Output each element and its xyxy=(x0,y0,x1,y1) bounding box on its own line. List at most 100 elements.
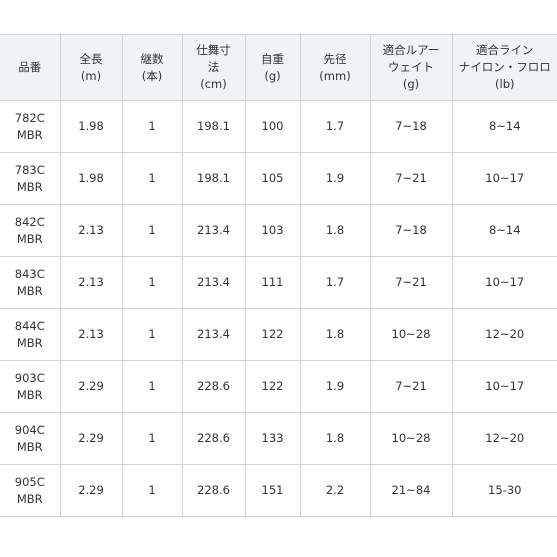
cell-model: 782C MBR xyxy=(0,100,61,153)
header-text-line: (mm) xyxy=(319,68,351,83)
cell-lure-weight: 21~84 xyxy=(369,464,453,517)
header-text-line: (m) xyxy=(80,68,102,83)
cell-closed-length: 228.6 xyxy=(181,360,246,413)
table-row: 782C MBR 1.98 1 198.1 100 1.7 7~18 8~14 xyxy=(0,100,557,153)
cell-length: 2.13 xyxy=(59,204,123,257)
cell-lure-weight: 10~28 xyxy=(369,412,453,465)
cell-closed-length: 228.6 xyxy=(181,464,246,517)
table-row: 904C MBR 2.29 1 228.6 133 1.8 10~28 12~20 xyxy=(0,412,557,465)
cell-length: 1.98 xyxy=(59,100,123,153)
cell-weight: 105 xyxy=(244,152,301,205)
cell-line-rating: 10~17 xyxy=(451,256,557,309)
cell-sections: 1 xyxy=(121,100,183,153)
cell-sections: 1 xyxy=(121,464,183,517)
header-text-line: 仕舞寸 xyxy=(196,43,231,57)
spec-table: 品番 全長 (m) 継数 (本) 仕舞寸法 (cm) 自重 (g) 先径 (mm) 適合ル… xyxy=(0,34,557,517)
model-text-line: MBR xyxy=(16,335,43,350)
header-weight: 自重 (g) xyxy=(244,34,301,101)
model-text-line: 843C xyxy=(14,266,45,281)
table-row: 844C MBR 2.13 1 213.4 122 1.8 10~28 12~20 xyxy=(0,308,557,361)
model-text-line: MBR xyxy=(16,491,43,506)
header-text-line: 法 xyxy=(207,60,220,74)
cell-weight: 133 xyxy=(244,412,301,465)
cell-closed-length: 228.6 xyxy=(181,412,246,465)
cell-tip-diameter: 1.9 xyxy=(299,152,371,205)
header-text-line: 自重 xyxy=(261,51,284,66)
model-text-line: 783C xyxy=(14,162,45,177)
model-text-line: 842C xyxy=(14,214,45,229)
cell-model: 903C MBR xyxy=(0,360,61,413)
cell-closed-length: 213.4 xyxy=(181,204,246,257)
cell-tip-diameter: 1.8 xyxy=(299,412,371,465)
cell-lure-weight: 7~18 xyxy=(369,100,453,153)
cell-sections: 1 xyxy=(121,204,183,257)
cell-model: 842C MBR xyxy=(0,204,61,257)
cell-model: 843C MBR xyxy=(0,256,61,309)
cell-closed-length: 213.4 xyxy=(181,256,246,309)
cell-closed-length: 213.4 xyxy=(181,308,246,361)
cell-tip-diameter: 1.8 xyxy=(299,204,371,257)
header-text-line: (lb) xyxy=(495,77,515,91)
cell-line-rating: 8~14 xyxy=(451,204,557,257)
model-text-line: MBR xyxy=(16,283,43,298)
cell-sections: 1 xyxy=(121,360,183,413)
cell-length: 2.13 xyxy=(59,256,123,309)
cell-model: 844C MBR xyxy=(0,308,61,361)
cell-line-rating: 12~20 xyxy=(451,412,557,465)
table-row: 783C MBR 1.98 1 198.1 105 1.9 7~21 10~17 xyxy=(0,152,557,205)
header-text-line: (cm) xyxy=(200,77,227,91)
cell-lure-weight: 7~21 xyxy=(369,152,453,205)
header-model: 品番 xyxy=(0,34,61,101)
table-row: 905C MBR 2.29 1 228.6 151 2.2 21~84 15-30 xyxy=(0,464,557,517)
header-text-line: (g) xyxy=(264,68,281,83)
header-lure-weight: 適合ルアー ウェイト (g) xyxy=(369,34,453,101)
cell-line-rating: 12~20 xyxy=(451,308,557,361)
cell-closed-length: 198.1 xyxy=(181,100,246,153)
header-text-line: (g) xyxy=(402,77,420,91)
cell-length: 2.29 xyxy=(59,464,123,517)
cell-weight: 100 xyxy=(244,100,301,153)
cell-line-rating: 10~17 xyxy=(451,152,557,205)
cell-sections: 1 xyxy=(121,256,183,309)
cell-length: 2.13 xyxy=(59,308,123,361)
header-closed-length: 仕舞寸法 (cm) xyxy=(181,34,246,101)
header-text-line: (本) xyxy=(141,68,163,83)
table-row: 843C MBR 2.13 1 213.4 111 1.7 7~21 10~17 xyxy=(0,256,557,309)
model-text-line: MBR xyxy=(16,387,43,402)
model-text-line: MBR xyxy=(16,127,43,142)
model-text-line: MBR xyxy=(16,439,43,454)
header-text-line: 継数 xyxy=(140,51,164,66)
cell-length: 2.29 xyxy=(59,412,123,465)
header-line: 適合ラインナイロン・フロロ (lb) xyxy=(451,34,557,101)
header-sections: 継数 (本) xyxy=(121,34,183,101)
model-text-line: 904C xyxy=(14,422,45,437)
header-text-line: 先径 xyxy=(323,51,347,66)
cell-line-rating: 10~17 xyxy=(451,360,557,413)
cell-line-rating: 8~14 xyxy=(451,100,557,153)
cell-lure-weight: 7~18 xyxy=(369,204,453,257)
cell-model: 905C MBR xyxy=(0,464,61,517)
header-text-line: 全長 xyxy=(79,51,103,66)
model-text-line: 844C xyxy=(14,318,45,333)
table-row: 903C MBR 2.29 1 228.6 122 1.9 7~21 10~17 xyxy=(0,360,557,413)
cell-weight: 122 xyxy=(244,308,301,361)
cell-lure-weight: 10~28 xyxy=(369,308,453,361)
cell-lure-weight: 7~21 xyxy=(369,256,453,309)
model-text-line: 903C xyxy=(14,370,45,385)
header-row: 品番 全長 (m) 継数 (本) 仕舞寸法 (cm) 自重 (g) 先径 (mm) 適合ル… xyxy=(0,34,557,101)
cell-weight: 151 xyxy=(244,464,301,517)
cell-lure-weight: 7~21 xyxy=(369,360,453,413)
header-text-line: 適合ライン xyxy=(476,43,534,57)
model-text-line: 905C xyxy=(14,474,45,489)
header-length: 全長 (m) xyxy=(59,34,123,101)
cell-weight: 111 xyxy=(244,256,301,309)
cell-tip-diameter: 1.7 xyxy=(299,256,371,309)
cell-model: 783C MBR xyxy=(0,152,61,205)
header-text-line: 品番 xyxy=(18,60,42,74)
cell-sections: 1 xyxy=(121,152,183,205)
header-text-line: ウェイト xyxy=(388,60,434,74)
spec-table-container: 品番 全長 (m) 継数 (本) 仕舞寸法 (cm) 自重 (g) 先径 (mm) 適合ル… xyxy=(0,34,557,517)
cell-weight: 103 xyxy=(244,204,301,257)
cell-line-rating: 15-30 xyxy=(451,464,557,517)
header-text-line: ナイロン・フロロ xyxy=(458,60,551,74)
